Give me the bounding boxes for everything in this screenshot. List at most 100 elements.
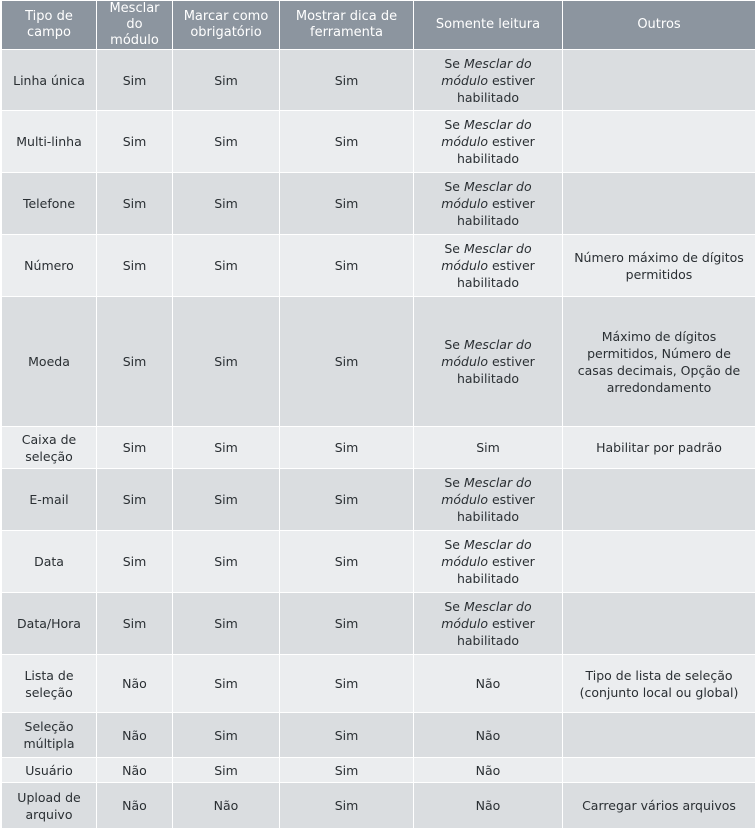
header-mesclar-do-modulo: Mesclar do módulo (96, 0, 173, 50)
cell-leitura: Não (413, 757, 563, 783)
cell-obrigatorio: Sim (172, 49, 280, 111)
cell-dica: Sim (279, 782, 414, 829)
readonly-prefix: Se (444, 179, 464, 194)
readonly-prefix: Se (444, 241, 464, 256)
cell-outros (562, 592, 756, 655)
readonly-prefix: Se (444, 117, 464, 132)
cell-leitura: Se Mesclar do módulo estiver habilitado (413, 592, 563, 655)
cell-obrigatorio: Sim (172, 110, 280, 173)
cell-dica: Sim (279, 49, 414, 111)
readonly-suffix: estiver habilitado (456, 616, 535, 648)
cell-mesclar: Não (96, 782, 173, 829)
cell-leitura: Se Mesclar do módulo estiver habilitado (413, 468, 563, 531)
cell-leitura: Sim (413, 426, 563, 469)
cell-mesclar: Sim (96, 592, 173, 655)
cell-outros: Carregar vários arquivos (562, 782, 756, 829)
cell-leitura: Se Mesclar do módulo estiver habilitado (413, 296, 563, 427)
cell-mesclar: Sim (96, 468, 173, 531)
cell-tipo: Data (1, 530, 97, 593)
cell-outros (562, 468, 756, 531)
cell-obrigatorio: Sim (172, 712, 280, 758)
table-row: Data/Hora Sim Sim Sim Se Mesclar do módulo e… (1, 592, 756, 655)
cell-obrigatorio: Sim (172, 172, 280, 235)
table-row: Multi-linha Sim Sim Sim Se Mesclar do módulo… (1, 110, 756, 173)
cell-outros: Habilitar por padrão (562, 426, 756, 469)
cell-mesclar: Sim (96, 49, 173, 111)
table-row: Linha única Sim Sim Sim Se Mesclar do módulo… (1, 49, 756, 111)
cell-outros: Tipo de lista de seleção (conjunto local… (562, 654, 756, 713)
cell-tipo: E-mail (1, 468, 97, 531)
table-row: Upload de arquivo Não Não Sim Não Carregar vá… (1, 782, 756, 829)
cell-mesclar: Não (96, 712, 173, 758)
readonly-suffix: estiver habilitado (456, 196, 535, 228)
table-row: Moeda Sim Sim Sim Se Mesclar do módulo estiv… (1, 296, 756, 427)
cell-obrigatorio: Sim (172, 757, 280, 783)
readonly-prefix: Se (444, 599, 464, 614)
cell-mesclar: Não (96, 654, 173, 713)
readonly-module-merge: Mesclar do módulo (441, 179, 532, 211)
cell-leitura: Se Mesclar do módulo estiver habilitado (413, 234, 563, 297)
header-outros: Outros (562, 0, 756, 50)
header-somente-leitura: Somente leitura (413, 0, 563, 50)
cell-tipo: Seleção múltipla (1, 712, 97, 758)
cell-leitura: Não (413, 712, 563, 758)
cell-tipo: Caixa de seleção (1, 426, 97, 469)
table-row: Lista de seleção Não Sim Sim Não Tipo de list… (1, 654, 756, 713)
cell-obrigatorio: Sim (172, 654, 280, 713)
header-row: Tipo de campo Mesclar do módulo Marcar c… (1, 0, 756, 50)
cell-obrigatorio: Sim (172, 426, 280, 469)
readonly-suffix: estiver habilitado (456, 258, 535, 290)
cell-dica: Sim (279, 530, 414, 593)
cell-mesclar: Sim (96, 426, 173, 469)
readonly-prefix: Se (444, 55, 464, 71)
cell-mesclar: Sim (96, 172, 173, 235)
cell-leitura: Não (413, 654, 563, 713)
cell-mesclar: Sim (96, 530, 173, 593)
cell-obrigatorio: Sim (172, 530, 280, 593)
cell-outros (562, 110, 756, 173)
readonly-prefix: Se (444, 337, 464, 352)
cell-dica: Sim (279, 110, 414, 173)
cell-obrigatorio: Sim (172, 234, 280, 297)
readonly-suffix: estiver habilitado (456, 134, 535, 166)
readonly-suffix: estiver habilitado (456, 492, 535, 524)
table-row: Seleção múltipla Não Sim Sim Não (1, 712, 756, 758)
cell-outros: Número máximo de dígitos permitidos (562, 234, 756, 297)
cell-tipo: Upload de arquivo (1, 782, 97, 829)
cell-mesclar: Sim (96, 110, 173, 173)
cell-obrigatorio: Não (172, 782, 280, 829)
cell-obrigatorio: Sim (172, 468, 280, 531)
table-row: E-mail Sim Sim Sim Se Mesclar do módulo esti… (1, 468, 756, 531)
readonly-module-merge: Mesclar do módulo (441, 475, 532, 507)
readonly-suffix: estiver habilitado (456, 554, 535, 586)
cell-tipo: Linha única (1, 49, 97, 111)
readonly-prefix: Se (444, 475, 464, 490)
cell-tipo: Usuário (1, 757, 97, 783)
cell-dica: Sim (279, 712, 414, 758)
table-row: Caixa de seleção Sim Sim Sim Sim Habilitar po… (1, 426, 756, 469)
cell-outros: Máximo de dígitos permitidos, Número de … (562, 296, 756, 427)
cell-dica: Sim (279, 172, 414, 235)
cell-tipo: Moeda (1, 296, 97, 427)
cell-dica: Sim (279, 296, 414, 427)
cell-mesclar: Sim (96, 296, 173, 427)
cell-dica: Sim (279, 426, 414, 469)
cell-outros (562, 757, 756, 783)
cell-mesclar: Sim (96, 234, 173, 297)
cell-tipo: Multi-linha (1, 110, 97, 173)
cell-dica: Sim (279, 757, 414, 783)
header-tipo-de-campo: Tipo de campo (1, 0, 97, 50)
readonly-prefix: Se (444, 537, 464, 552)
cell-mesclar: Não (96, 757, 173, 783)
readonly-module-merge: Mesclar do módulo (441, 599, 532, 631)
table-body: Linha única Sim Sim Sim Se Mesclar do módulo… (1, 49, 756, 829)
readonly-module-merge: Mesclar do módulo (441, 241, 532, 273)
cell-outros (562, 530, 756, 593)
cell-tipo: Número (1, 234, 97, 297)
cell-outros (562, 49, 756, 111)
readonly-suffix: estiver habilitado (456, 354, 535, 386)
readonly-module-merge: Mesclar do módulo (441, 537, 532, 569)
cell-obrigatorio: Sim (172, 592, 280, 655)
cell-tipo: Lista de seleção (1, 654, 97, 713)
